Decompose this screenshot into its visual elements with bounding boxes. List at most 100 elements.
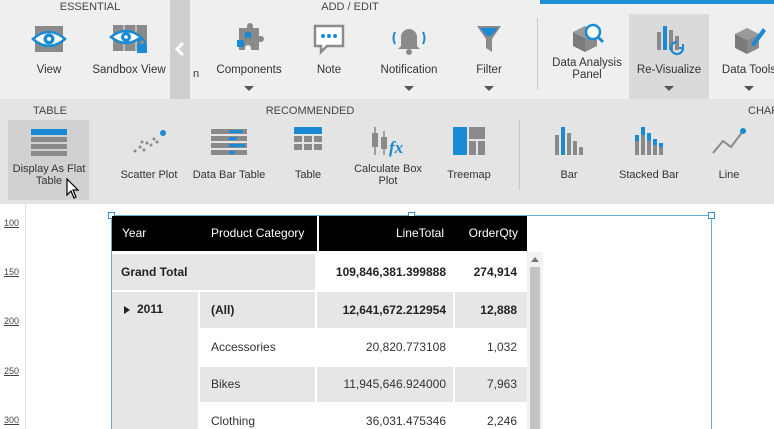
column-header-order-qty[interactable]: OrderQty xyxy=(468,226,518,240)
all-qty-cell xyxy=(455,292,527,328)
stacked-bar-icon xyxy=(635,127,663,155)
scatter-plot-button[interactable]: Scatter Plot xyxy=(114,117,184,201)
components-label: Components xyxy=(216,64,282,76)
data-tools-button[interactable]: Data Tools xyxy=(716,14,774,99)
note-label: Note xyxy=(316,64,342,76)
order-qty-value: 1,032 xyxy=(486,340,517,354)
line-total-cell xyxy=(317,330,453,365)
table-label: Table xyxy=(294,169,322,181)
section-add-edit: ADD / EDIT xyxy=(321,1,379,13)
note-button[interactable]: Note xyxy=(298,14,360,99)
filter-dropdown-caret[interactable] xyxy=(484,86,494,91)
bar-chart-label: Bar xyxy=(560,169,578,181)
scrollbar-thumb[interactable] xyxy=(530,267,540,429)
year-2011-label[interactable]: 2011 xyxy=(137,302,164,316)
treemap-button[interactable]: Treemap xyxy=(436,117,502,201)
column-header-year[interactable]: Year xyxy=(122,226,147,240)
data-tools-icon xyxy=(735,28,766,54)
ruler-mark: 200 xyxy=(4,316,20,326)
sandbox-eye-lock-icon xyxy=(109,25,147,53)
line-chart-button[interactable]: Line xyxy=(698,117,760,201)
line-total-value: 20,820.773108 xyxy=(365,340,446,354)
line-total-cell xyxy=(317,404,453,429)
section-recommended: RECOMMENDED xyxy=(265,105,355,117)
collapse-ribbon-button[interactable] xyxy=(170,0,190,99)
ruler-mark: 100 xyxy=(4,218,20,228)
display-as-flat-table-button[interactable]: Display As Flat Table xyxy=(10,117,88,201)
gallery-divider xyxy=(519,120,520,190)
truncated-label: n xyxy=(193,68,200,80)
notification-dropdown-caret[interactable] xyxy=(404,86,414,91)
data-analysis-icon xyxy=(573,23,605,52)
section-table: TABLE xyxy=(32,105,68,117)
sandbox-view-button[interactable]: Sandbox View xyxy=(92,14,166,99)
order-qty-value: 7,963 xyxy=(486,377,517,391)
grand-total-line-total: 109,846,381.399888 xyxy=(335,265,446,279)
category-label: Clothing xyxy=(211,414,256,428)
data-analysis-panel-button[interactable]: Data Analysis Panel xyxy=(548,14,626,99)
flat-table-icon xyxy=(31,129,67,156)
column-header-product-category[interactable]: Product Category xyxy=(211,226,305,240)
header-row-left xyxy=(112,216,317,251)
treemap-icon xyxy=(453,127,485,155)
year-group-cell xyxy=(112,292,198,429)
svg-text:fx: fx xyxy=(389,138,404,157)
components-button[interactable]: Components xyxy=(212,14,286,99)
resize-handle-top-right[interactable] xyxy=(708,212,715,219)
ribbon-divider xyxy=(537,18,538,90)
note-icon xyxy=(313,24,345,56)
data-tools-dropdown-caret[interactable] xyxy=(744,86,754,91)
chevron-left-icon xyxy=(174,41,185,57)
scatter-plot-label: Scatter Plot xyxy=(120,169,178,181)
notification-button[interactable]: Notification xyxy=(372,14,446,99)
line-total-value: 11,945,646.924000 xyxy=(343,377,446,391)
grand-total-line-total-cell xyxy=(317,254,453,290)
puzzle-icon xyxy=(237,23,264,50)
column-header-line-total[interactable]: LineTotal xyxy=(395,226,444,240)
stacked-bar-button[interactable]: Stacked Bar xyxy=(612,117,686,201)
grand-total-order-qty: 274,914 xyxy=(473,265,517,279)
data-bar-table-button[interactable]: Data Bar Table xyxy=(190,117,268,201)
data-tools-label: Data Tools xyxy=(721,64,774,76)
all-line-total-cell xyxy=(317,292,453,328)
mouse-pointer-icon xyxy=(66,178,80,199)
filter-icon xyxy=(477,26,501,52)
section-charts: CHAR xyxy=(748,105,774,117)
box-plot-fx-icon: fx xyxy=(372,127,404,157)
section-essential: ESSENTIAL xyxy=(59,1,121,13)
expand-triangle-icon[interactable] xyxy=(123,305,131,315)
all-order-qty: 12,888 xyxy=(480,303,517,317)
data-bar-table-label: Data Bar Table xyxy=(192,169,266,181)
table-button[interactable]: Table xyxy=(276,117,340,201)
order-qty-value: 2,246 xyxy=(486,414,517,428)
qty-cell xyxy=(455,330,527,365)
stacked-bar-label: Stacked Bar xyxy=(619,169,679,181)
sandbox-view-label: Sandbox View xyxy=(92,64,166,76)
category-all-label: (All) xyxy=(211,303,235,317)
resize-handle-top-left[interactable] xyxy=(108,212,115,219)
re-visualize-button[interactable]: Re-Visualize xyxy=(633,14,705,99)
treemap-label: Treemap xyxy=(447,169,491,181)
header-row-right xyxy=(319,216,527,251)
bell-icon xyxy=(392,29,426,55)
re-visualize-dropdown-caret[interactable] xyxy=(664,86,674,91)
eye-icon xyxy=(31,26,67,52)
filter-button[interactable]: Filter xyxy=(458,14,520,99)
table-icon xyxy=(294,127,322,150)
calculate-box-plot-label: Calculate Box Plot xyxy=(354,163,422,187)
view-button[interactable]: View xyxy=(18,14,80,99)
bar-chart-button[interactable]: Bar xyxy=(538,117,600,201)
vertical-ruler: 100 150 200 250 300 xyxy=(0,204,26,429)
calculate-box-plot-button[interactable]: fx Calculate Box Plot xyxy=(348,117,428,201)
components-dropdown-caret[interactable] xyxy=(244,86,254,91)
notification-label: Notification xyxy=(380,64,438,76)
qty-cell xyxy=(455,404,527,429)
scroll-up-arrow-icon[interactable] xyxy=(531,257,539,262)
category-cell xyxy=(200,404,315,429)
ruler-mark: 150 xyxy=(4,267,20,277)
pivot-table: Year Product Category LineTotal OrderQty… xyxy=(112,216,527,429)
grand-total-label-cell xyxy=(112,254,315,290)
line-total-cell xyxy=(317,367,453,402)
accent-bar xyxy=(540,0,774,4)
category-cell xyxy=(200,367,315,402)
